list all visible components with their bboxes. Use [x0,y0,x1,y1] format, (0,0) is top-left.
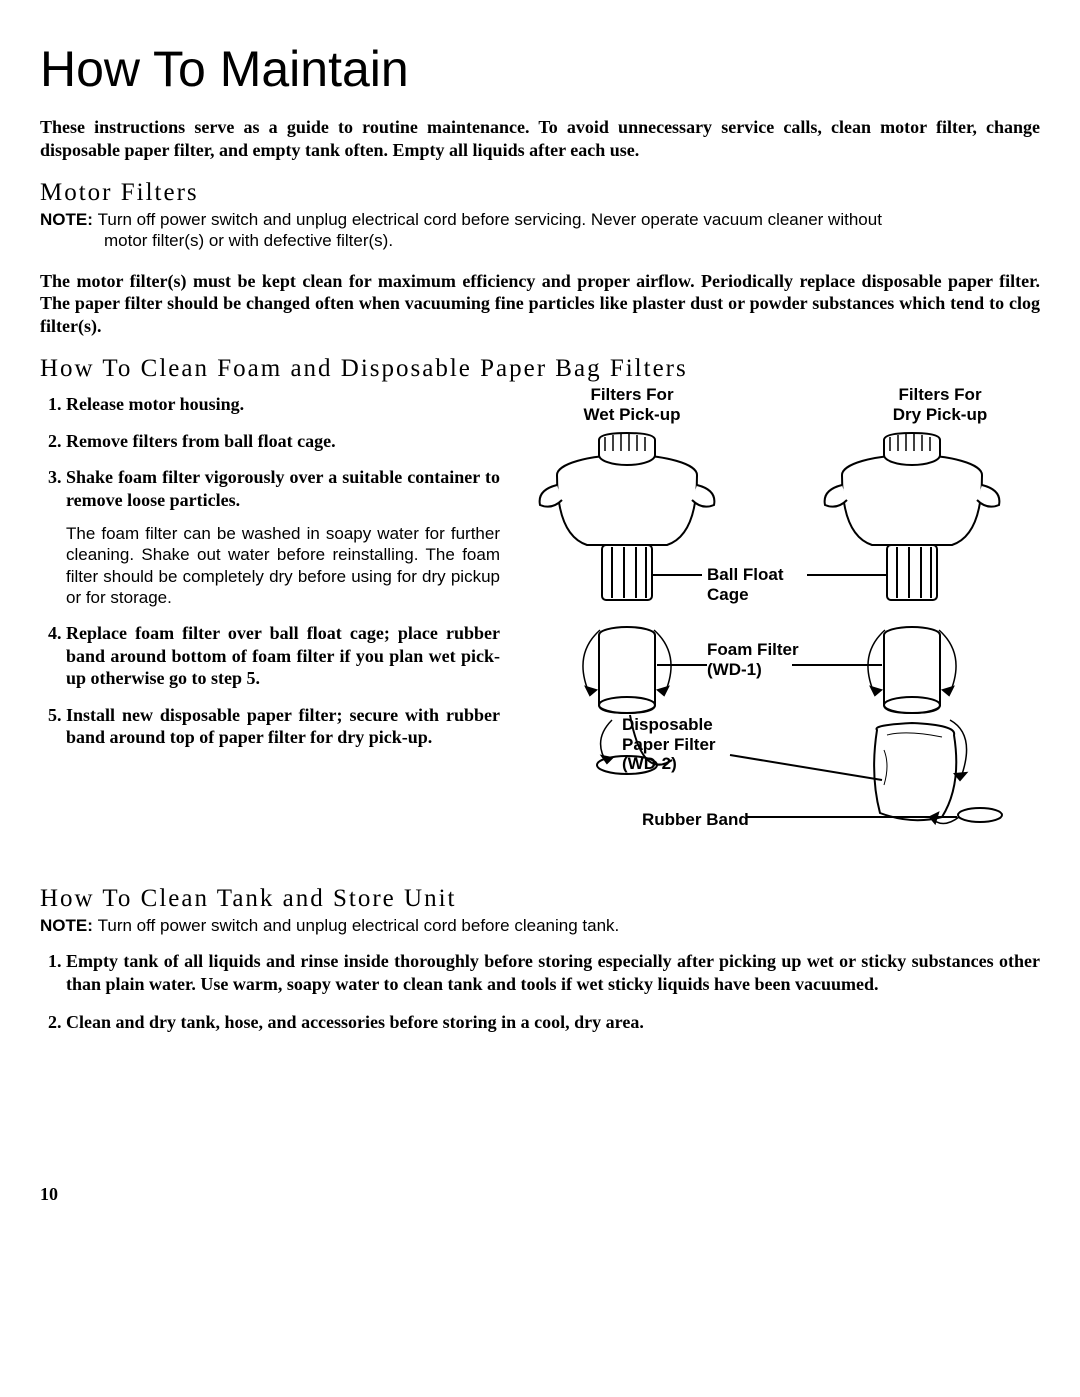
tank-steps-list: Empty tank of all liquids and rinse insi… [40,950,1040,1034]
step-1: Release motor housing. [66,393,500,416]
wet-l2: Wet Pick-up [584,405,681,424]
page-number: 10 [40,1184,1040,1205]
label-paper-filter: Disposable Paper Filter (WD-2) [622,715,742,774]
tank-step-1: Empty tank of all liquids and rinse insi… [66,950,1040,995]
page-title: How To Maintain [40,40,1040,98]
tank-note-label: NOTE: [40,916,93,935]
note-text-line2: motor filter(s) or with defective filter… [40,230,1040,251]
section-clean-filters-heading: How To Clean Foam and Disposable Paper B… [40,355,1040,383]
intro-paragraph: These instructions serve as a guide to r… [40,116,1040,161]
section-motor-filters-heading: Motor Filters [40,179,1040,207]
label-rubber-band: Rubber Band [642,810,792,830]
diagram-column: Filters For Wet Pick-up Filters For Dry … [512,385,1040,845]
dry-caption: Filters For Dry Pick-up [870,385,1010,426]
wet-caption: Filters For Wet Pick-up [562,385,702,426]
note-label: NOTE: [40,210,93,229]
step-3: Shake foam filter vigorously over a suit… [66,466,500,608]
step-4: Replace foam filter over ball float cage… [66,622,500,690]
steps-column: Release motor housing. Remove filters fr… [40,385,500,845]
tank-note: NOTE: Turn off power switch and unplug e… [40,915,1040,936]
dry-l1: Filters For [898,385,981,404]
motor-filters-note: NOTE: Turn off power switch and unplug e… [40,209,1040,252]
step-5: Install new disposable paper filter; sec… [66,704,500,749]
dry-l2: Dry Pick-up [893,405,987,424]
step-2: Remove filters from ball float cage. [66,430,500,453]
filter-diagram [512,385,1032,845]
tank-step-2: Clean and dry tank, hose, and accessorie… [66,1011,1040,1034]
step-3-text: Shake foam filter vigorously over a suit… [66,467,500,510]
wet-l1: Filters For [590,385,673,404]
section-clean-tank-heading: How To Clean Tank and Store Unit [40,885,1040,913]
label-ball-float: Ball Float Cage [707,565,817,604]
note-text-line1: Turn off power switch and unplug electri… [98,210,882,229]
label-foam-filter: Foam Filter (WD-1) [707,640,807,679]
filter-steps-list: Release motor housing. Remove filters fr… [40,393,500,749]
motor-filters-paragraph: The motor filter(s) must be kept clean f… [40,270,1040,338]
tank-note-text: Turn off power switch and unplug electri… [98,916,620,935]
dry-assembly-icon [825,433,1002,824]
step-3-sub: The foam filter can be washed in soapy w… [66,523,500,608]
